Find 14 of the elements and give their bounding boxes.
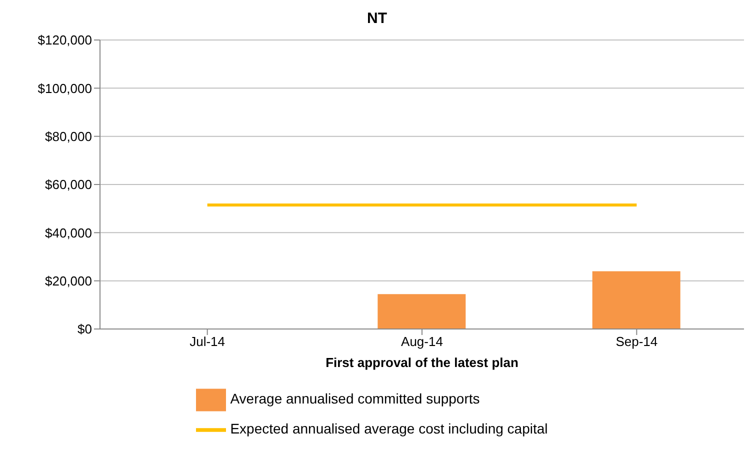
y-tick-label: $20,000	[45, 273, 92, 288]
y-tick-label: $120,000	[38, 32, 92, 48]
y-tick-label: $40,000	[45, 225, 92, 240]
x-tick-label: Aug-14	[401, 334, 443, 350]
x-tick-label: Jul-14	[190, 334, 226, 350]
chart-title: NT	[366, 9, 388, 29]
y-tick-label: $60,000	[45, 177, 92, 192]
legend-label: Average annualised committed supports	[230, 390, 480, 407]
x-tick-label: Sep-14	[616, 334, 658, 350]
legend-label: Expected annualised average cost including capital	[230, 420, 548, 437]
x-axis-title: First approval of the latest plan	[326, 355, 518, 370]
y-tick-label: $80,000	[45, 128, 92, 144]
y-tick-label: $100,000	[38, 80, 92, 96]
y-tick-label: $0	[78, 322, 92, 337]
